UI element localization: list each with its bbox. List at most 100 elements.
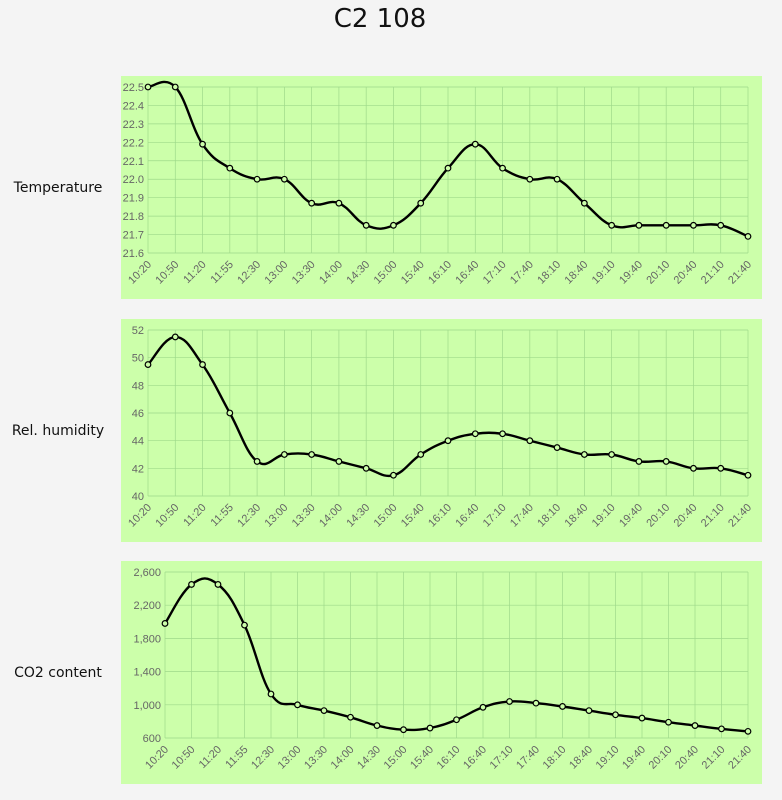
co2-data-point xyxy=(718,725,725,733)
temperature-y-tick-label: 22.0 xyxy=(123,174,144,186)
temperature-data-point xyxy=(280,175,288,183)
temperature-data-point xyxy=(308,199,316,207)
page-title: C2 108 xyxy=(333,4,427,34)
temperature-data-point xyxy=(717,221,725,229)
co2-data-point xyxy=(400,726,407,734)
temperature-data-point xyxy=(662,221,670,229)
co2-data-point xyxy=(612,711,619,719)
humidity-row-label: Rel. humidity xyxy=(11,423,105,439)
co2-data-point xyxy=(479,703,487,711)
humidity-data-point xyxy=(308,451,316,458)
temperature-data-point xyxy=(444,164,452,172)
humidity-data-point xyxy=(226,409,234,417)
co2-data-point xyxy=(744,727,752,735)
humidity-y-tick-label: 42 xyxy=(132,463,144,475)
temperature-y-tick-label: 21.9 xyxy=(123,193,144,205)
co2-data-point xyxy=(559,703,566,710)
temperature-data-point xyxy=(580,199,588,207)
humidity-y-tick-label: 52 xyxy=(132,325,144,337)
co2-data-point xyxy=(241,621,248,629)
temperature-row-label: Temperature xyxy=(13,180,103,196)
temperature-data-point xyxy=(390,221,397,229)
humidity-data-point xyxy=(499,430,506,438)
humidity-data-point xyxy=(635,458,643,465)
co2-data-point xyxy=(294,701,301,709)
co2-data-point xyxy=(161,620,169,627)
temperature-y-tick-label: 21.8 xyxy=(123,211,144,223)
temperature-data-point xyxy=(526,175,534,183)
co2-data-point xyxy=(347,713,354,721)
humidity-data-point xyxy=(335,458,343,465)
co2-y-tick-label: 2,600 xyxy=(133,567,161,579)
co2-data-point xyxy=(373,722,381,729)
humidity-y-tick-label: 50 xyxy=(132,353,144,365)
co2-data-point xyxy=(320,707,328,715)
humidity-data-point xyxy=(526,437,534,445)
humidity-data-point xyxy=(744,471,752,479)
temperature-data-point xyxy=(471,140,479,148)
humidity-data-point xyxy=(553,444,561,451)
temperature-data-point xyxy=(553,175,561,183)
humidity-data-point xyxy=(662,458,670,465)
co2-y-tick-label: 1,000 xyxy=(133,700,161,712)
humidity-y-tick-label: 44 xyxy=(132,436,144,448)
temperature-y-tick-label: 22.1 xyxy=(123,156,144,168)
co2-y-tick-label: 1,800 xyxy=(133,633,161,645)
humidity-data-point xyxy=(608,451,616,458)
humidity-data-point xyxy=(362,464,370,472)
co2-y-tick-label: 600 xyxy=(143,733,161,745)
temperature-data-point xyxy=(199,140,206,148)
humidity-y-tick-label: 48 xyxy=(132,380,144,392)
co2-data-point xyxy=(665,718,672,726)
humidity-y-tick-label: 46 xyxy=(132,408,144,420)
temperature-data-point xyxy=(744,232,752,240)
temperature-data-point xyxy=(608,221,616,229)
temperature-y-tick-label: 21.6 xyxy=(123,248,144,260)
temperature-y-tick-label: 21.7 xyxy=(123,230,144,242)
co2-data-point xyxy=(188,581,195,588)
temperature-data-point xyxy=(499,164,506,172)
co2-data-point xyxy=(585,707,593,715)
co2-panel-background xyxy=(121,561,762,784)
humidity-data-point xyxy=(280,451,288,458)
temperature-data-point xyxy=(690,221,697,229)
co2-y-tick-label: 2,200 xyxy=(133,600,161,612)
co2-data-point xyxy=(453,716,460,724)
humidity-data-point xyxy=(390,471,397,479)
humidity-data-point xyxy=(253,458,261,465)
humidity-data-point xyxy=(144,361,152,368)
co2-data-point xyxy=(214,581,222,588)
temperature-y-tick-label: 22.3 xyxy=(123,119,144,131)
humidity-data-point xyxy=(444,437,452,445)
co2-y-tick-label: 1,400 xyxy=(133,667,161,679)
temperature-y-tick-label: 22.2 xyxy=(123,137,144,149)
co2-data-point xyxy=(532,699,540,707)
co2-data-point xyxy=(267,690,275,698)
humidity-data-point xyxy=(717,464,725,472)
temperature-chart: 21.6 21.7 21.8 21.9 22.0 22.1 22.2 22.3 22.4 22.5… xyxy=(121,76,762,299)
temperature-data-point xyxy=(171,83,179,91)
humidity-data-point xyxy=(580,451,588,458)
temperature-data-point xyxy=(144,83,152,91)
temperature-data-point xyxy=(335,199,343,207)
temperature-data-point xyxy=(417,199,425,207)
co2-data-point xyxy=(638,714,646,722)
temperature-data-point xyxy=(226,164,234,172)
humidity-y-tick-label: 40 xyxy=(132,491,144,503)
temperature-data-point xyxy=(253,175,261,183)
co2-data-point xyxy=(506,698,513,705)
temperature-data-point xyxy=(635,221,643,229)
co2-data-point xyxy=(426,724,434,732)
temperature-panel-background xyxy=(121,76,762,299)
humidity-data-point xyxy=(417,451,425,458)
temperature-data-point xyxy=(362,221,370,229)
temperature-y-tick-label: 22.5 xyxy=(123,82,144,94)
co2-row-label: CO2 content xyxy=(14,665,102,681)
temperature-y-tick-label: 22.4 xyxy=(123,100,144,112)
humidity-data-point xyxy=(690,464,697,472)
humidity-data-point xyxy=(199,361,206,368)
humidity-data-point xyxy=(171,333,179,341)
